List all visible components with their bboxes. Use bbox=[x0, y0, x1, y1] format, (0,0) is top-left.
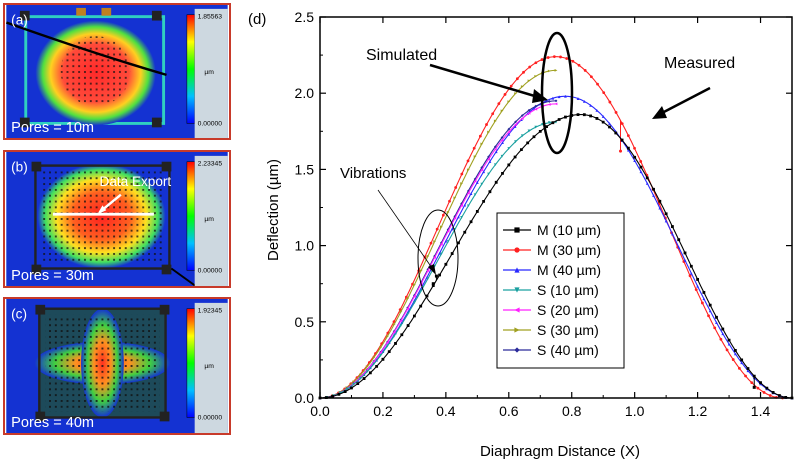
legend-marker bbox=[514, 267, 520, 273]
panel-b-data-export-label: Data Export bbox=[100, 174, 172, 189]
legend-label: M (30 µm) bbox=[537, 242, 601, 258]
panel-a-scale-unit: µm bbox=[204, 69, 214, 76]
legend-label: S (10 µm) bbox=[537, 282, 599, 298]
simulated-ellipse bbox=[540, 31, 574, 155]
panel-b-heatmap: (b) Data Export 2.23345 µm 0.00000 Pores… bbox=[3, 150, 231, 288]
legend-marker bbox=[514, 347, 520, 353]
panel-c-scale-min: 0.00000 bbox=[198, 414, 223, 421]
spike-marker bbox=[431, 282, 435, 286]
x-tick-label: 0.2 bbox=[373, 403, 393, 419]
x-tick-label: 1.2 bbox=[688, 403, 708, 419]
legend-label: S (30 µm) bbox=[537, 322, 599, 338]
panel-b-scale-unit: µm bbox=[204, 216, 214, 223]
y-tick-label: 2.5 bbox=[295, 9, 315, 25]
panel-a-scale-min: 0.00000 bbox=[198, 120, 223, 127]
x-tick-label: 1.0 bbox=[625, 403, 645, 419]
series-S10 bbox=[318, 120, 558, 400]
legend-item-M10: M (10 µm) bbox=[503, 222, 601, 238]
panel-a-label: (a) bbox=[11, 12, 28, 27]
annotation-vibrations: Vibrations bbox=[340, 165, 406, 182]
chart-panel-label: (d) bbox=[248, 11, 266, 28]
y-tick-label: 0.5 bbox=[295, 314, 315, 330]
legend-item-S20: S (20 µm) bbox=[503, 302, 599, 318]
spike-marker bbox=[752, 385, 756, 389]
y-tick-label: 2.0 bbox=[295, 85, 315, 101]
y-tick-label: 0.0 bbox=[295, 390, 315, 406]
spike-marker bbox=[434, 274, 438, 278]
legend-marker bbox=[514, 307, 520, 313]
x-tick-label: 0.0 bbox=[310, 403, 330, 419]
legend-label: S (20 µm) bbox=[537, 302, 599, 318]
legend-item-S10: S (10 µm) bbox=[503, 282, 599, 298]
legend-marker bbox=[514, 287, 520, 293]
series-M10 bbox=[318, 113, 794, 400]
legend-label: M (10 µm) bbox=[537, 222, 601, 238]
panel-a-scale-max: 1.85563 bbox=[198, 14, 223, 21]
vibrations-ellipse bbox=[417, 209, 459, 307]
legend-label: M (40 µm) bbox=[537, 262, 601, 278]
panel-c-caption: Pores = 40m bbox=[11, 415, 94, 431]
legend-marker bbox=[514, 327, 520, 333]
legend-marker bbox=[514, 247, 520, 253]
legend-item-M30: M (30 µm) bbox=[503, 242, 601, 258]
series-line bbox=[319, 113, 793, 399]
panel-b-label: (b) bbox=[11, 159, 28, 174]
panel-c-label: (c) bbox=[11, 306, 27, 321]
panel-c-scale-unit: µm bbox=[204, 363, 214, 370]
panel-c-heatmap: (c) 1.92345 µm 0.00000 Pores = 40m bbox=[3, 297, 231, 435]
y-tick-label: 1.0 bbox=[295, 238, 315, 254]
series-S30 bbox=[318, 68, 558, 400]
vibrations-pointer bbox=[377, 189, 436, 275]
x-tick-label: 0.6 bbox=[499, 403, 519, 419]
panel-a-caption: Pores = 10m bbox=[11, 120, 94, 136]
simulated-arrow bbox=[429, 63, 548, 103]
x-tick-label: 0.8 bbox=[562, 403, 582, 419]
legend-label: S (40 µm) bbox=[537, 342, 599, 358]
x-tick-label: 1.4 bbox=[751, 403, 771, 419]
panel-a-heatmap: (a) 1.85563 µm 0.00000 Pores = 10m bbox=[3, 3, 231, 140]
y-tick-label: 1.5 bbox=[295, 161, 315, 177]
x-tick-label: 0.4 bbox=[436, 403, 456, 419]
series-M30 bbox=[318, 55, 784, 400]
panel-b-caption: Pores = 30m bbox=[11, 268, 94, 284]
panel-b-scale-min: 0.00000 bbox=[198, 267, 223, 274]
legend-item-S40: S (40 µm) bbox=[503, 342, 599, 358]
series-S20 bbox=[318, 102, 558, 400]
spike-marker bbox=[619, 149, 623, 153]
series-line bbox=[319, 56, 783, 399]
legend-marker bbox=[514, 227, 520, 233]
annotation-simulated: Simulated bbox=[366, 47, 437, 64]
panel-c-scale-max: 1.92345 bbox=[198, 308, 223, 315]
y-axis-label: Deflection (µm) bbox=[265, 159, 282, 261]
legend-item-M40: M (40 µm) bbox=[503, 262, 601, 278]
annotation-measured: Measured bbox=[664, 55, 735, 72]
x-axis-label: Diaphragm Distance (X) bbox=[480, 443, 640, 460]
measured-arrow bbox=[652, 86, 711, 119]
series-line bbox=[319, 95, 793, 399]
panel-b-scale-max: 2.23345 bbox=[198, 161, 223, 168]
series-M40 bbox=[318, 94, 794, 400]
legend-item-S30: S (30 µm) bbox=[503, 322, 599, 338]
